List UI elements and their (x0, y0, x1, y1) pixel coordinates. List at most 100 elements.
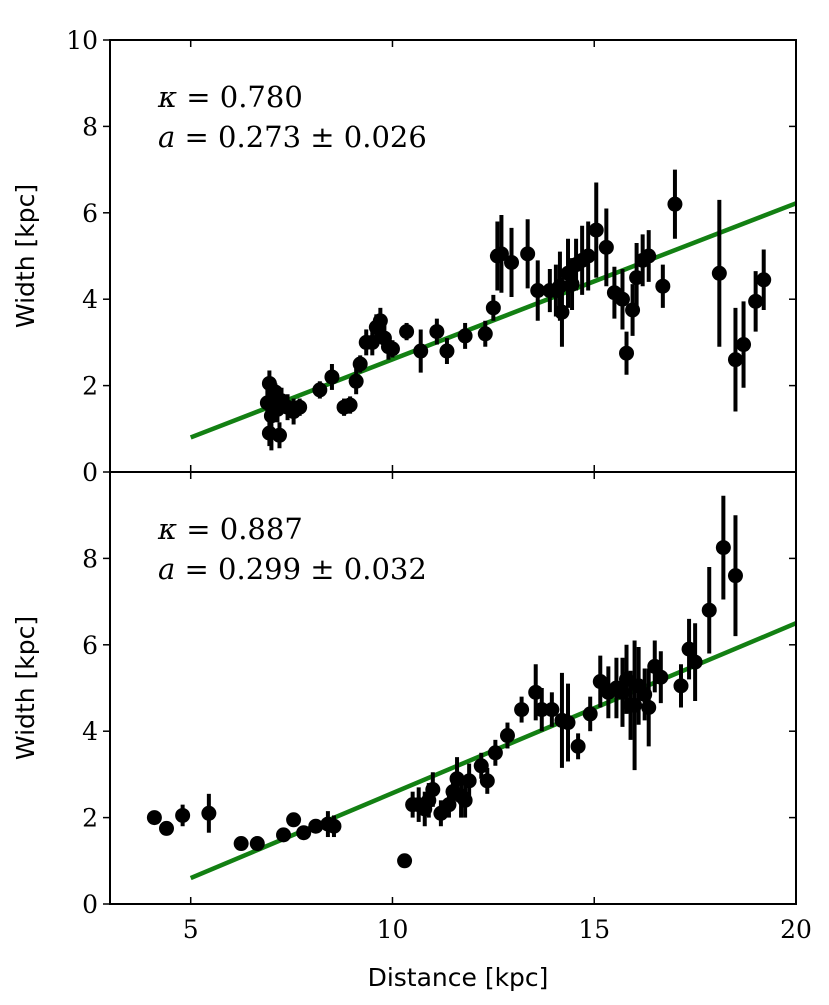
top-data-point (439, 343, 455, 359)
x-axis-label: Distance [kpc] (368, 963, 549, 992)
bottom-data-point (641, 699, 657, 715)
x-tick-label: 10 (377, 915, 409, 944)
top-data-point (352, 356, 368, 372)
bottom-axes-frame (109, 471, 797, 905)
top-data-point (342, 397, 358, 413)
top-data-point (271, 427, 287, 443)
top-data-point (748, 293, 764, 309)
top-data-point (619, 345, 635, 361)
bottom-data-point (637, 686, 653, 702)
top-data-point (477, 326, 493, 342)
top-data-point (711, 265, 727, 281)
bottom-kappa-annotation: κ = 0.887 (157, 512, 303, 546)
top-data-point (364, 334, 380, 350)
bottom-y-tick-label: 4 (82, 717, 98, 746)
top-data-point (413, 343, 429, 359)
bottom-data-point (158, 820, 174, 836)
bottom-data-point (544, 702, 560, 718)
bottom-a-annotation: a = 0.299 ± 0.032 (158, 552, 427, 586)
bottom-data-point (582, 706, 598, 722)
bottom-data-point (457, 792, 473, 808)
top-data-point (625, 302, 641, 318)
bottom-data-point (175, 807, 191, 823)
bottom-data-point (727, 568, 743, 584)
top-x-ticks (189, 40, 797, 472)
bottom-data-point (499, 728, 515, 744)
bottom-data-point (249, 836, 265, 852)
top-data-point (641, 248, 657, 264)
top-data-point (667, 196, 683, 212)
bottom-data-point (296, 825, 312, 841)
bottom-data-point (487, 745, 503, 761)
bottom-y-tick-label: 8 (82, 544, 98, 573)
bottom-data-point (473, 758, 489, 774)
top-data-point (629, 270, 645, 286)
bottom-data-point (425, 782, 441, 798)
top-y-tick-label: 0 (82, 458, 98, 487)
top-data-point (614, 291, 630, 307)
top-data-point (292, 399, 308, 415)
top-data-point (756, 272, 772, 288)
top-a-annotation: a = 0.273 ± 0.026 (158, 120, 427, 154)
bottom-data-point (441, 797, 457, 813)
bottom-data-point (514, 702, 530, 718)
bottom-data-point (653, 669, 669, 685)
top-kappa-annotation: κ = 0.780 (157, 80, 303, 114)
bottom-data-point (673, 678, 689, 694)
bottom-data-point (286, 812, 302, 828)
top-data-point (493, 246, 509, 262)
top-data-points (259, 196, 772, 443)
top-data-point (372, 313, 388, 329)
top-data-point (457, 328, 473, 344)
top-data-point (384, 341, 400, 357)
bottom-data-point (687, 654, 703, 670)
top-data-point (429, 324, 445, 340)
top-data-point (580, 248, 596, 264)
bottom-data-point (201, 805, 217, 821)
top-data-point (564, 276, 580, 292)
bottom-y-axis-label: Width [kpc] (11, 616, 40, 760)
top-data-point (520, 246, 536, 262)
top-data-point (324, 369, 340, 385)
top-y-tick-label: 8 (82, 112, 98, 141)
top-y-tick-label: 10 (66, 26, 98, 55)
top-data-point (348, 373, 364, 389)
top-data-point (736, 337, 752, 353)
bottom-data-point (681, 641, 697, 657)
x-tick-label: 15 (578, 915, 610, 944)
bottom-panel: 5 10 15 20 0 2 4 6 8 κ = 0.887 a = 0.299 ± 0.03… (11, 471, 812, 992)
x-tick-label: 5 (183, 915, 199, 944)
bottom-data-point (715, 540, 731, 556)
bottom-data-point (592, 674, 608, 690)
bottom-data-point (479, 773, 495, 789)
top-y-tick-label: 4 (82, 285, 98, 314)
bottom-data-point (397, 853, 413, 869)
bottom-data-point (233, 836, 249, 852)
top-data-point (485, 300, 501, 316)
top-data-point (399, 324, 415, 340)
bottom-data-point (461, 773, 477, 789)
bottom-data-point (627, 697, 643, 713)
bottom-data-points (146, 540, 743, 869)
bottom-data-point (701, 602, 717, 618)
bottom-y-tick-label: 2 (82, 804, 98, 833)
bottom-data-point (276, 827, 292, 843)
bottom-data-point (308, 818, 324, 834)
bottom-data-point (449, 771, 465, 787)
top-data-point (655, 278, 671, 294)
bottom-data-point (560, 715, 576, 731)
bottom-data-point (528, 684, 544, 700)
top-y-ticks: 0 2 4 6 8 10 (66, 26, 796, 487)
bottom-x-ticks: 5 10 15 20 (183, 472, 812, 944)
x-tick-label: 20 (780, 915, 812, 944)
top-panel: 0 2 4 6 8 10 κ = 0.780 a = 0.273 ± 0.026 Widt… (11, 26, 797, 487)
bottom-data-point (619, 671, 635, 687)
bottom-y-ticks: 0 2 4 6 8 (82, 544, 796, 919)
bottom-data-point (146, 810, 162, 826)
top-y-tick-label: 2 (82, 372, 98, 401)
top-data-point (598, 239, 614, 255)
top-data-point (554, 304, 570, 320)
bottom-data-point (326, 818, 342, 834)
bottom-y-tick-label: 6 (82, 631, 98, 660)
top-y-tick-label: 6 (82, 199, 98, 228)
